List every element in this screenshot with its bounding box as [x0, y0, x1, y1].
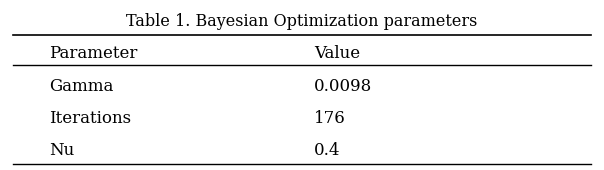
Text: Iterations: Iterations	[50, 110, 132, 127]
Text: Nu: Nu	[50, 142, 75, 159]
Text: Gamma: Gamma	[50, 78, 114, 95]
Text: 0.0098: 0.0098	[314, 78, 372, 95]
Text: 176: 176	[314, 110, 345, 127]
Text: Value: Value	[314, 45, 360, 62]
Text: Parameter: Parameter	[50, 45, 138, 62]
Text: Table 1. Bayesian Optimization parameters: Table 1. Bayesian Optimization parameter…	[126, 13, 478, 30]
Text: 0.4: 0.4	[314, 142, 341, 159]
